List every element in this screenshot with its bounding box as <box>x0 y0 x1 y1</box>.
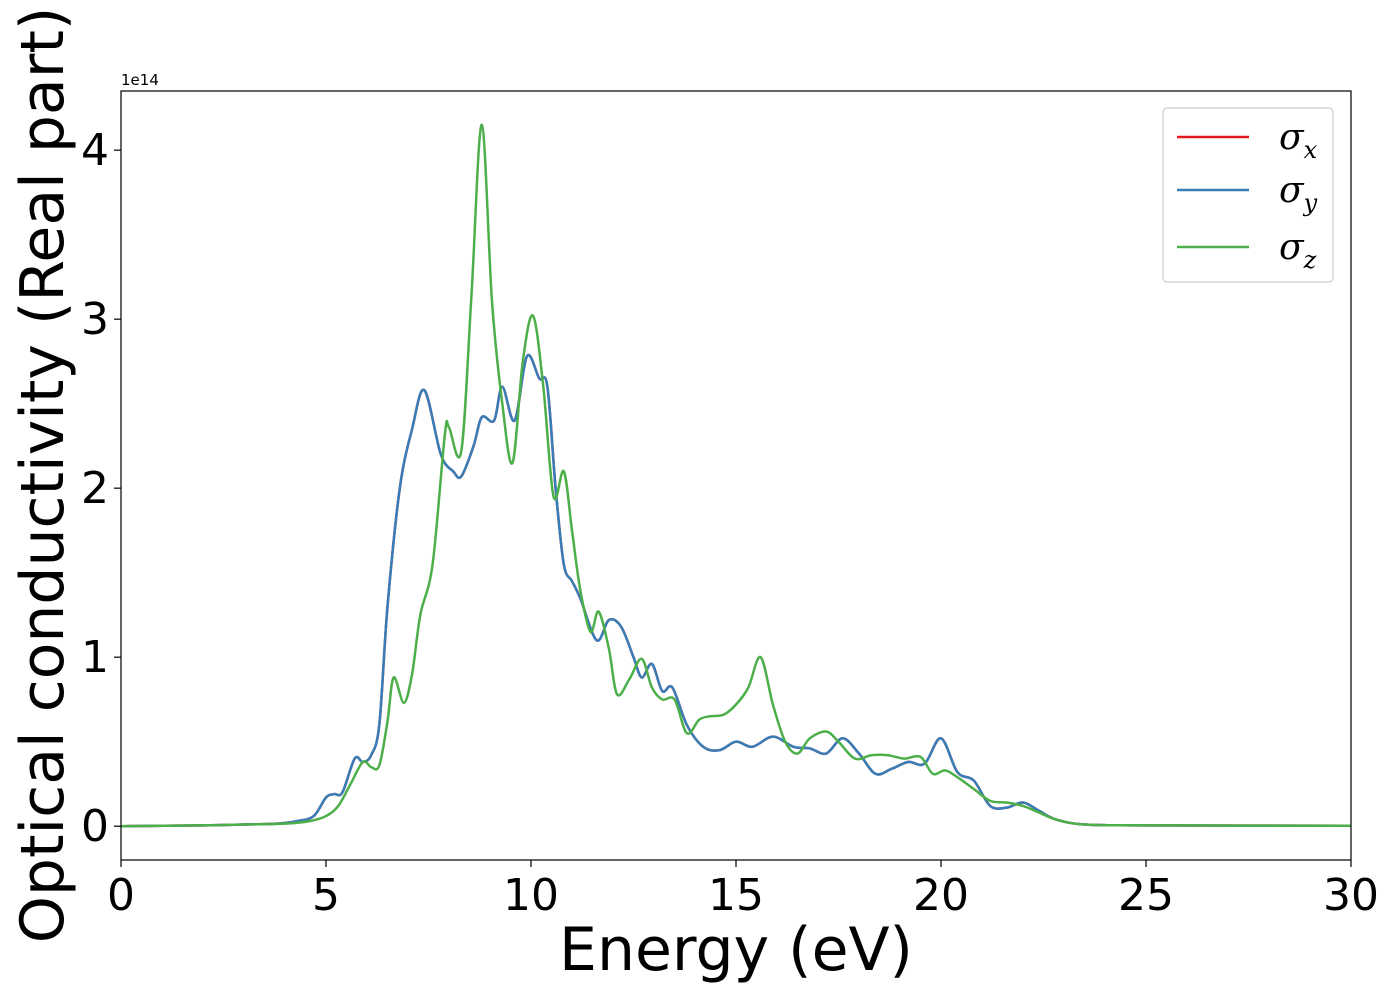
y-offset-label: 1e14 <box>121 71 159 89</box>
y-tick-label: 2 <box>81 463 109 514</box>
y-tick-label: 4 <box>81 125 109 176</box>
series-line-sigma-y <box>120 353 1352 828</box>
series-layer <box>120 123 1352 828</box>
series-line-sigma-z <box>120 123 1352 828</box>
x-axis-title: Energy (eV) <box>559 915 913 985</box>
x-tick-label: 15 <box>708 870 764 921</box>
y-tick-label: 0 <box>81 801 109 852</box>
legend-label-sigma-y: σy <box>1279 170 1318 217</box>
x-tick-label: 25 <box>1118 870 1174 921</box>
legend-label-sigma-x: σx <box>1279 117 1318 164</box>
x-axis: 0 5 10 15 20 25 30 <box>107 860 1379 921</box>
x-tick-label: 0 <box>107 870 135 921</box>
x-tick-label: 20 <box>913 870 969 921</box>
legend-label-sigma-z: σz <box>1279 227 1317 274</box>
y-axis-title: Optical conductivity (Real part) <box>8 7 78 944</box>
y-tick-label: 1 <box>81 632 109 683</box>
x-tick-label: 5 <box>312 870 340 921</box>
y-axis: 0 1 2 3 4 <box>81 125 121 852</box>
x-tick-label: 30 <box>1323 870 1379 921</box>
legend: σx σy σz <box>1162 107 1334 283</box>
legend-box <box>1162 107 1334 283</box>
x-tick-label: 10 <box>503 870 559 921</box>
plot-background <box>121 91 1351 860</box>
y-tick-label: 3 <box>81 294 109 345</box>
